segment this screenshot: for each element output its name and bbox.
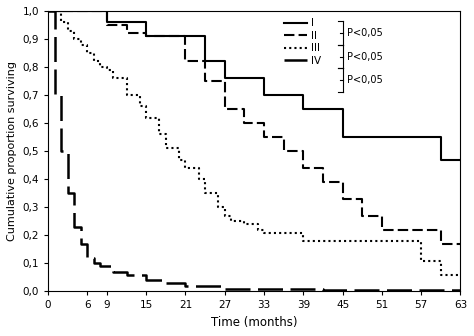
- Text: P<0,05: P<0,05: [347, 51, 383, 61]
- Y-axis label: Cumulative proportion surviving: Cumulative proportion surviving: [7, 61, 17, 241]
- Legend: I, II, III, IV: I, II, III, IV: [282, 16, 323, 68]
- Text: P<0,05: P<0,05: [347, 28, 383, 38]
- Text: P<0,05: P<0,05: [347, 75, 383, 85]
- X-axis label: Time (months): Time (months): [211, 316, 298, 329]
